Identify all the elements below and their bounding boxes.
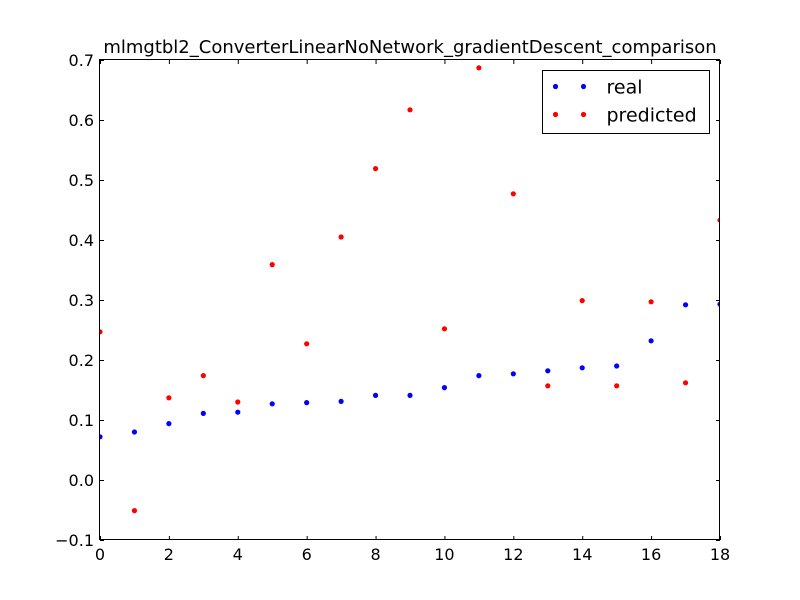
data-point-predicted bbox=[682, 380, 689, 386]
x-tick-label: 10 bbox=[434, 545, 454, 564]
data-point-predicted bbox=[200, 373, 206, 379]
plot-frame bbox=[99, 59, 720, 540]
data-point-real bbox=[510, 371, 516, 377]
legend-marker-predicted bbox=[580, 111, 587, 118]
x-tick-label: 14 bbox=[572, 545, 592, 564]
data-point-real bbox=[648, 338, 654, 344]
data-point-predicted bbox=[510, 191, 516, 197]
data-point-predicted bbox=[545, 383, 551, 389]
legend-box bbox=[542, 70, 710, 134]
legend-marker-real bbox=[580, 83, 587, 90]
x-tick-label: 8 bbox=[370, 545, 380, 564]
data-point-predicted bbox=[100, 329, 103, 335]
data-point-real bbox=[407, 392, 413, 398]
x-tick-label: 0 bbox=[95, 545, 105, 564]
y-tick-label: 0.7 bbox=[69, 51, 94, 70]
data-point-predicted bbox=[579, 298, 585, 304]
ticks-layer: 0 2 4 6 8 10 12 14 16 18 −0.1 0.0 0.1 0.2 0.3 0.4 0.5 0.6… bbox=[55, 51, 730, 564]
data-point-predicted bbox=[235, 399, 241, 405]
y-tick-label: 0.2 bbox=[69, 351, 94, 370]
legend-marker-predicted bbox=[552, 111, 559, 118]
y-tick-label: 0.4 bbox=[69, 231, 94, 250]
x-tick-label: 18 bbox=[710, 545, 730, 564]
data-point-predicted bbox=[372, 166, 379, 172]
data-point-real bbox=[579, 365, 585, 371]
data-point-real bbox=[131, 429, 138, 435]
data-point-predicted bbox=[304, 341, 310, 347]
y-tick-label: 0.6 bbox=[69, 111, 94, 130]
data-point-predicted bbox=[441, 326, 448, 332]
data-point-real bbox=[545, 368, 551, 374]
data-point-real bbox=[338, 398, 344, 404]
x-tick-label: 16 bbox=[641, 545, 661, 564]
y-tick-label: 0.5 bbox=[69, 171, 94, 190]
data-point-predicted bbox=[131, 508, 138, 514]
points-layer bbox=[100, 65, 720, 514]
data-point-real bbox=[441, 385, 448, 391]
data-point-predicted bbox=[476, 65, 482, 71]
legend-label-real: real bbox=[607, 77, 643, 99]
data-point-real bbox=[166, 421, 172, 427]
data-point-predicted bbox=[166, 395, 172, 401]
y-tick-label: 0.3 bbox=[69, 291, 94, 310]
chart-title: mlmgtbl2_ConverterLinearNoNetwork_gradie… bbox=[103, 37, 716, 58]
x-tick-label: 6 bbox=[302, 545, 312, 564]
data-point-predicted bbox=[269, 262, 275, 268]
data-point-predicted bbox=[407, 107, 413, 113]
data-point-real bbox=[304, 400, 310, 406]
data-point-real bbox=[614, 363, 620, 369]
data-point-predicted bbox=[648, 299, 654, 305]
legend-marker-real bbox=[552, 83, 559, 90]
data-point-predicted bbox=[614, 383, 620, 389]
x-tick-label: 12 bbox=[503, 545, 523, 564]
data-point-real bbox=[200, 410, 206, 416]
data-point-real bbox=[372, 392, 379, 398]
data-point-real bbox=[682, 302, 689, 308]
legend-label-predicted: predicted bbox=[607, 105, 697, 127]
y-tick-label: −0.1 bbox=[55, 531, 94, 550]
data-point-predicted bbox=[338, 234, 344, 240]
legend: real predicted bbox=[542, 70, 710, 134]
x-tick-label: 2 bbox=[164, 545, 174, 564]
x-tick-label: 4 bbox=[233, 545, 243, 564]
y-tick-label: 0.0 bbox=[69, 471, 94, 490]
data-point-real bbox=[269, 401, 275, 407]
data-point-real bbox=[476, 373, 482, 379]
y-tick-label: 0.1 bbox=[69, 411, 94, 430]
data-point-real bbox=[235, 409, 241, 415]
data-point-real bbox=[100, 434, 103, 440]
